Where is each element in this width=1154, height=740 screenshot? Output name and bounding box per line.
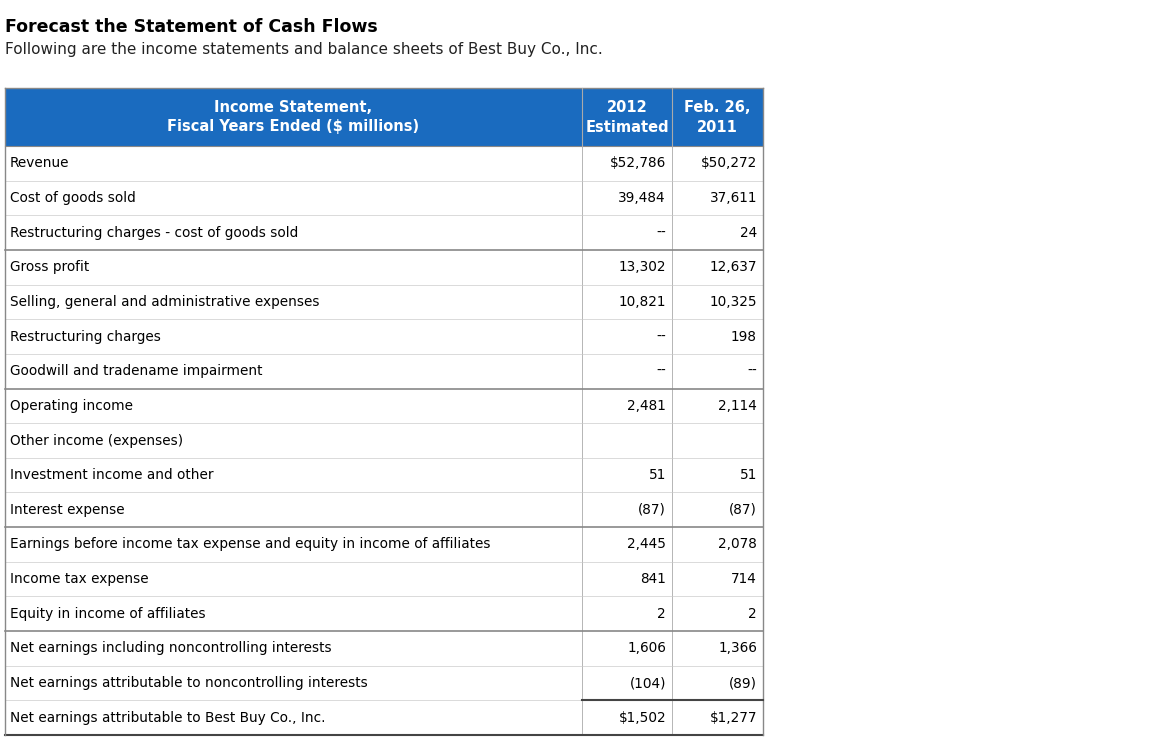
Text: 841: 841: [640, 572, 666, 586]
Text: 1,606: 1,606: [627, 642, 666, 656]
Bar: [5, 700, 763, 735]
Text: $50,272: $50,272: [700, 156, 757, 170]
Bar: [5, 562, 763, 596]
Text: Net earnings including noncontrolling interests: Net earnings including noncontrolling in…: [10, 642, 331, 656]
Bar: [5, 596, 763, 631]
Bar: [5, 250, 763, 285]
Bar: [5, 285, 763, 319]
Bar: [5, 527, 763, 562]
Text: 10,821: 10,821: [619, 295, 666, 309]
Bar: [5, 388, 763, 423]
Text: --: --: [657, 329, 666, 343]
Text: 39,484: 39,484: [619, 191, 666, 205]
Text: Net earnings attributable to Best Buy Co., Inc.: Net earnings attributable to Best Buy Co…: [10, 710, 325, 724]
Text: 2,078: 2,078: [718, 537, 757, 551]
Text: Restructuring charges: Restructuring charges: [10, 329, 160, 343]
Text: (104): (104): [629, 676, 666, 690]
Bar: [5, 666, 763, 700]
Text: --: --: [657, 226, 666, 240]
Bar: [5, 493, 763, 527]
Text: 198: 198: [730, 329, 757, 343]
Bar: [5, 88, 763, 146]
Text: --: --: [748, 364, 757, 378]
Text: $52,786: $52,786: [609, 156, 666, 170]
Text: 2: 2: [749, 607, 757, 621]
Text: 2: 2: [658, 607, 666, 621]
Text: 2012: 2012: [607, 99, 647, 115]
Text: Earnings before income tax expense and equity in income of affiliates: Earnings before income tax expense and e…: [10, 537, 490, 551]
Text: Income tax expense: Income tax expense: [10, 572, 149, 586]
Text: 10,325: 10,325: [710, 295, 757, 309]
Text: Feb. 26,: Feb. 26,: [684, 99, 751, 115]
Text: 51: 51: [649, 468, 666, 482]
Text: Income Statement,: Income Statement,: [215, 99, 373, 115]
Text: $1,277: $1,277: [710, 710, 757, 724]
Bar: [5, 423, 763, 458]
Text: 2,114: 2,114: [718, 399, 757, 413]
Text: 12,637: 12,637: [710, 260, 757, 275]
Text: Other income (expenses): Other income (expenses): [10, 434, 183, 448]
Bar: [5, 181, 763, 215]
Text: 51: 51: [740, 468, 757, 482]
Text: 2011: 2011: [697, 119, 737, 135]
Text: Gross profit: Gross profit: [10, 260, 89, 275]
Bar: [5, 458, 763, 493]
Text: Cost of goods sold: Cost of goods sold: [10, 191, 136, 205]
Text: Revenue: Revenue: [10, 156, 69, 170]
Text: 2,445: 2,445: [627, 537, 666, 551]
Text: Selling, general and administrative expenses: Selling, general and administrative expe…: [10, 295, 320, 309]
Text: Estimated: Estimated: [585, 119, 669, 135]
Text: Interest expense: Interest expense: [10, 502, 125, 517]
Text: 24: 24: [740, 226, 757, 240]
Text: Equity in income of affiliates: Equity in income of affiliates: [10, 607, 205, 621]
Text: (87): (87): [729, 502, 757, 517]
Text: 714: 714: [732, 572, 757, 586]
Text: Restructuring charges - cost of goods sold: Restructuring charges - cost of goods so…: [10, 226, 298, 240]
Text: 2,481: 2,481: [627, 399, 666, 413]
Text: Following are the income statements and balance sheets of Best Buy Co., Inc.: Following are the income statements and …: [5, 42, 602, 57]
Text: Net earnings attributable to noncontrolling interests: Net earnings attributable to noncontroll…: [10, 676, 368, 690]
Text: (89): (89): [729, 676, 757, 690]
Text: Operating income: Operating income: [10, 399, 133, 413]
Text: Investment income and other: Investment income and other: [10, 468, 213, 482]
Text: (87): (87): [638, 502, 666, 517]
Text: 13,302: 13,302: [619, 260, 666, 275]
Bar: [5, 146, 763, 181]
Text: --: --: [657, 364, 666, 378]
Bar: [5, 354, 763, 388]
Text: Goodwill and tradename impairment: Goodwill and tradename impairment: [10, 364, 262, 378]
Bar: [5, 215, 763, 250]
Text: Fiscal Years Ended ($ millions): Fiscal Years Ended ($ millions): [167, 119, 420, 135]
Bar: [5, 631, 763, 666]
Bar: [5, 319, 763, 354]
Text: 37,611: 37,611: [710, 191, 757, 205]
Text: Forecast the Statement of Cash Flows: Forecast the Statement of Cash Flows: [5, 18, 377, 36]
Text: 1,366: 1,366: [718, 642, 757, 656]
Text: $1,502: $1,502: [619, 710, 666, 724]
